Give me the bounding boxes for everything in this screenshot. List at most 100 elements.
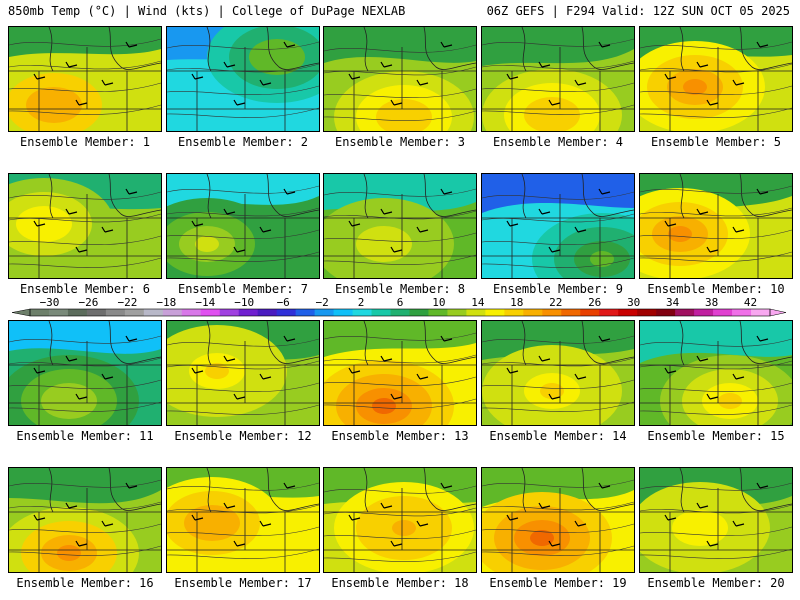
wind-barb xyxy=(574,520,587,527)
ensemble-member-7-map xyxy=(166,173,320,279)
ensemble-member-9-map xyxy=(481,173,635,279)
warm-core-ring-4 xyxy=(195,236,219,252)
isotherm-contour xyxy=(324,210,476,220)
isotherm-contour xyxy=(9,104,161,115)
wind-barb xyxy=(191,220,204,227)
wind-barb xyxy=(380,61,393,68)
wind-barb xyxy=(75,393,88,400)
wind-barb xyxy=(65,502,78,509)
isotherm-contour xyxy=(482,523,634,534)
cool-region xyxy=(640,321,792,363)
colorbar-segment xyxy=(504,309,524,316)
ensemble-member-5-map xyxy=(639,26,793,132)
wind-barb xyxy=(125,482,138,489)
boundary-line-7 xyxy=(108,27,161,70)
colorbar-segment xyxy=(637,309,657,316)
colorbar-tick-label: 18 xyxy=(510,296,523,309)
isotherm-contour xyxy=(482,357,634,367)
wind-barb xyxy=(598,41,611,48)
ensemble-member-6-label: Ensemble Member: 6 xyxy=(19,282,151,296)
wind-barb xyxy=(101,520,114,527)
colorbar-segment xyxy=(675,309,695,316)
chart-title: 850mb Temp (°C) | Wind (kts) | College o… xyxy=(8,4,406,18)
isotherm-contour xyxy=(640,207,792,217)
isotherm-contour xyxy=(9,501,161,511)
colorbar-tick-label: −14 xyxy=(195,296,215,309)
boundary-line-6 xyxy=(48,27,54,72)
ensemble-member-1-map xyxy=(8,26,162,132)
temperature-field xyxy=(482,174,634,278)
wind-barb xyxy=(233,246,246,253)
wind-barb xyxy=(574,79,587,86)
isotherm-contour xyxy=(167,207,319,217)
boundary-line-6 xyxy=(206,321,212,366)
wind-barb xyxy=(348,367,361,374)
isotherm-contour xyxy=(167,185,319,194)
wind-barb xyxy=(33,367,46,374)
isotherm-contour xyxy=(167,41,319,50)
wind-barb xyxy=(233,393,246,400)
colorbar-segment xyxy=(371,309,392,316)
cool-region xyxy=(9,27,161,57)
wind-barb xyxy=(440,335,453,342)
wind-barb xyxy=(101,373,114,380)
isotherm-contour xyxy=(167,382,319,393)
wind-barb xyxy=(283,188,296,195)
wind-barb xyxy=(598,482,611,489)
boundary-line-7 xyxy=(739,468,792,511)
colorbar-segment xyxy=(713,309,733,316)
colorbar-segment xyxy=(352,309,373,316)
wind-barb xyxy=(65,208,78,215)
ensemble-member-15-map xyxy=(639,320,793,426)
isotherm-contour xyxy=(640,63,792,73)
colorbar-segment xyxy=(485,309,505,316)
isotherm-contour xyxy=(167,251,319,262)
temperature-field xyxy=(167,27,319,131)
colorbar-segment xyxy=(390,309,410,316)
wind-barb xyxy=(506,220,519,227)
wind-barb xyxy=(664,514,677,521)
boundary-line-7 xyxy=(108,174,161,217)
warm-core-ring-4 xyxy=(718,393,742,409)
colorbar-segment xyxy=(599,309,619,316)
warm-core-ring-4 xyxy=(265,49,289,65)
warm-core-ring-4 xyxy=(688,520,712,536)
isotherm-contour xyxy=(324,44,476,53)
ensemble-member-18-map xyxy=(323,467,477,573)
isotherm-contour xyxy=(167,360,319,370)
wind-barb xyxy=(65,355,78,362)
wind-barb xyxy=(538,502,551,509)
boundary-line-7 xyxy=(108,321,161,364)
colorbar-high-arrow xyxy=(769,308,787,317)
ensemble-member-11-label: Ensemble Member: 11 xyxy=(16,429,154,443)
isotherm-contour xyxy=(324,551,476,562)
wind-barb xyxy=(598,188,611,195)
warm-core-ring-4 xyxy=(668,226,692,242)
wind-barb xyxy=(756,41,769,48)
warm-core-ring-4 xyxy=(42,97,66,113)
colorbar-tick-label: 26 xyxy=(588,296,601,309)
isotherm-contour xyxy=(167,504,319,514)
wind-barb xyxy=(390,540,403,547)
colorbar-tick-label: 6 xyxy=(397,296,404,309)
isotherm-contour xyxy=(640,526,792,537)
wind-barb xyxy=(706,246,719,253)
cool-region xyxy=(482,27,634,66)
ensemble-member-3-label: Ensemble Member: 3 xyxy=(334,135,466,149)
boundary-line-6 xyxy=(363,468,369,513)
wind-barb xyxy=(283,335,296,342)
cool-region xyxy=(324,321,476,357)
isotherm-contour xyxy=(482,191,634,200)
isotherm-contour xyxy=(324,232,476,243)
warm-core-ring-4 xyxy=(57,393,81,409)
wind-barb xyxy=(191,367,204,374)
ensemble-member-10-label: Ensemble Member: 10 xyxy=(647,282,785,296)
wind-barb xyxy=(440,188,453,195)
isotherm-contour xyxy=(167,482,319,491)
temperature-field xyxy=(640,468,792,572)
colorbar-tick-label: 22 xyxy=(549,296,562,309)
ensemble-member-17-label: Ensemble Member: 17 xyxy=(174,576,312,590)
wind-barb xyxy=(33,73,46,80)
ensemble-member-12-label: Ensemble Member: 12 xyxy=(174,429,312,443)
run-info: 06Z GEFS | F294 Valid: 12Z SUN OCT 05 20… xyxy=(486,4,790,18)
